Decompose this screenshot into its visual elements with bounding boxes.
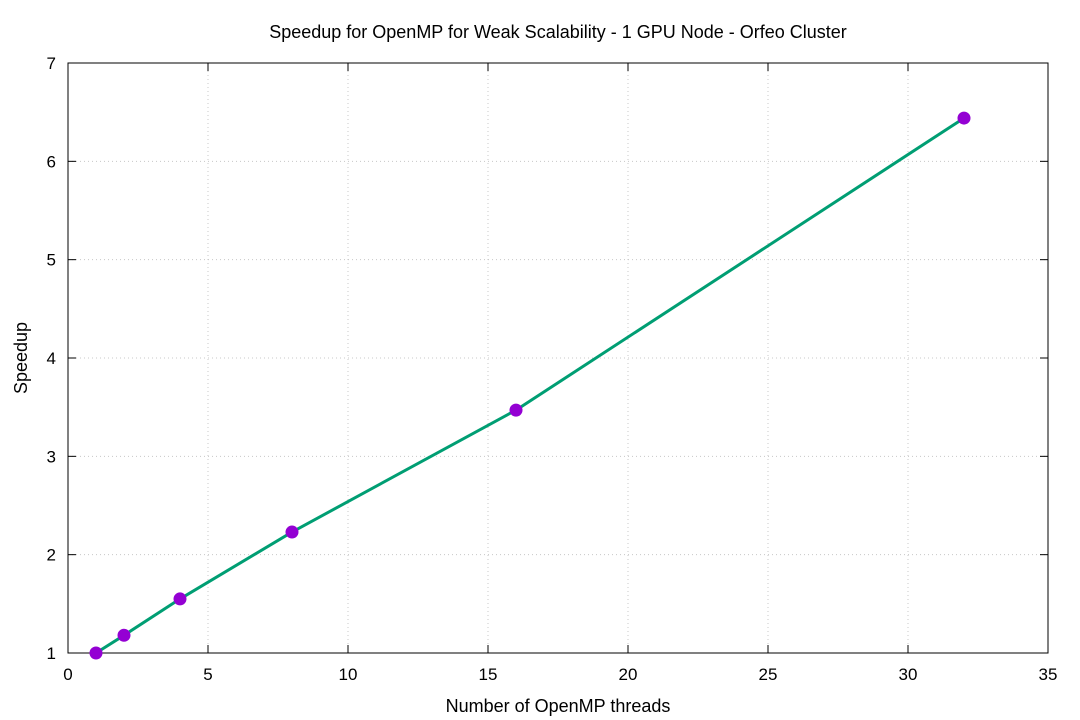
y-tick-label: 4 [47,349,56,368]
chart-title: Speedup for OpenMP for Weak Scalability … [269,22,847,42]
x-tick-label: 25 [759,665,778,684]
series-line [95,116,965,655]
data-point [957,111,971,125]
y-tick-label: 7 [47,54,56,73]
axis-ticks: 0 5 10 15 20 25 30 35 1 2 3 4 5 6 7 [47,54,1058,684]
x-tick-label: 20 [619,665,638,684]
y-tick-label: 3 [47,447,56,466]
data-series [89,111,971,660]
data-point [117,628,131,642]
y-tick-label: 6 [47,152,56,171]
plot-frame [67,62,1049,654]
x-tick-label: 30 [899,665,918,684]
x-tick-label: 0 [63,665,72,684]
data-point [509,403,523,417]
data-point [173,592,187,606]
y-tick-label: 5 [47,251,56,270]
x-tick-label: 5 [203,665,212,684]
x-tick-label: 15 [479,665,498,684]
y-axis-label: Speedup [11,322,31,394]
data-point [285,525,299,539]
y-tick-label: 2 [47,546,56,565]
x-axis-label: Number of OpenMP threads [446,696,671,716]
y-tick-label: 1 [47,644,56,663]
x-tick-label: 35 [1039,665,1058,684]
x-tick-label: 10 [339,665,358,684]
data-point [89,646,103,660]
grid [68,63,1048,653]
